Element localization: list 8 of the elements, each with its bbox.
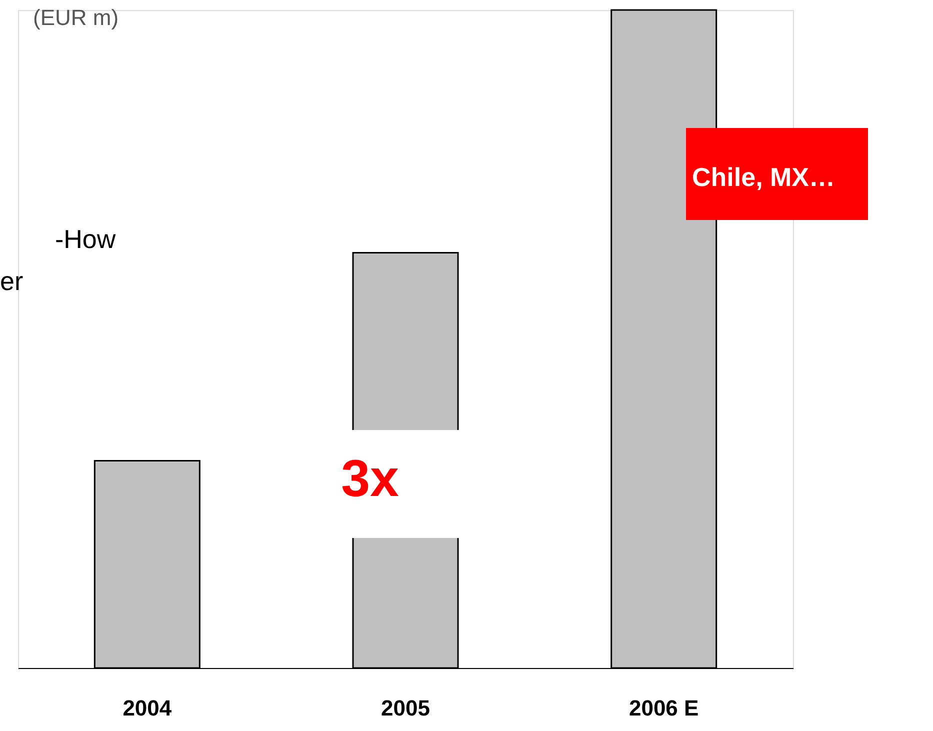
annotation: Chile, MX…: [692, 162, 836, 192]
y-axis-title: (EUR m): [33, 5, 119, 30]
annotation: er: [0, 266, 24, 296]
annotation: -How: [55, 224, 116, 254]
x-tick-label: 2005: [381, 696, 430, 720]
x-tick-label: 2006 E: [628, 696, 699, 720]
annotation: 3x: [341, 450, 399, 508]
x-tick-label: 2004: [122, 696, 172, 720]
